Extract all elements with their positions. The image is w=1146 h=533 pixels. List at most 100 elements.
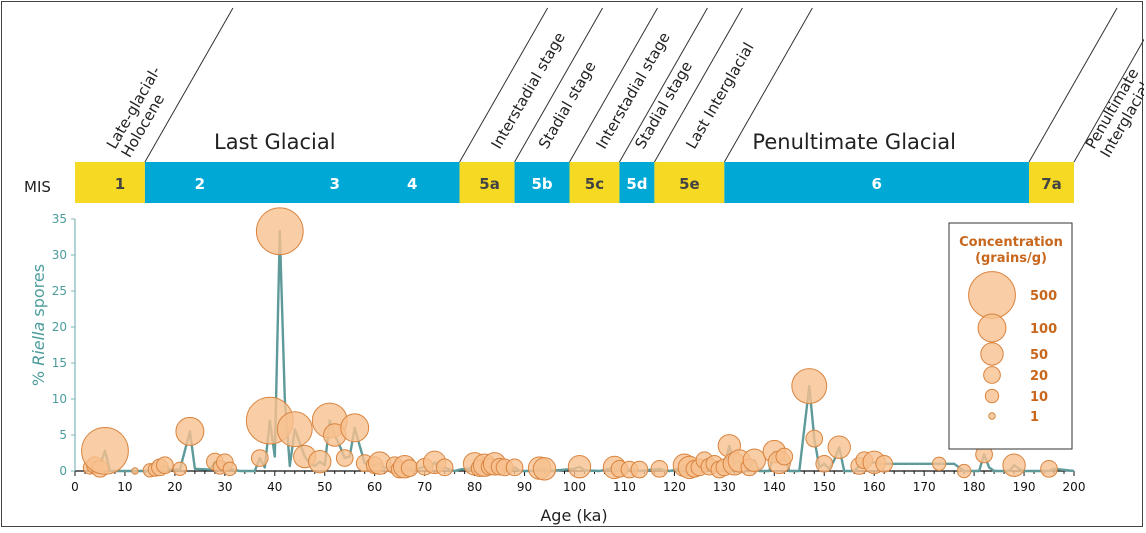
concentration-bubble — [400, 459, 419, 477]
x-tick-label: 100 — [563, 480, 586, 494]
stage-divider-line — [619, 7, 708, 163]
legend-box — [948, 222, 1073, 450]
x-tick-label: 180 — [963, 480, 986, 494]
mis-label-5b: 5b — [531, 175, 552, 193]
x-tick-label: 160 — [863, 480, 886, 494]
x-tick-label: 200 — [1063, 480, 1086, 494]
mis-stage-6 — [724, 162, 1030, 203]
y-tick-label: 10 — [52, 392, 67, 406]
concentration-bubble — [791, 368, 828, 404]
stage-label-line: Last Interglacial — [682, 39, 757, 152]
x-tick-label: 140 — [763, 480, 786, 494]
stage-divider-line — [569, 7, 658, 163]
x-tick-label: 70 — [417, 480, 432, 494]
concentration-bubble — [505, 458, 524, 477]
concentration-bubble — [775, 447, 794, 466]
y-tick-label: 15 — [52, 356, 67, 370]
x-tick-label: 50 — [317, 480, 332, 494]
concentration-bubbles — [81, 207, 1058, 481]
concentration-bubble — [630, 460, 649, 479]
y-axis-title-prefix: % — [29, 366, 48, 386]
mis-stage-5a — [459, 162, 515, 203]
concentration-bubble — [81, 426, 129, 475]
mis-label-5a: 5a — [479, 175, 500, 193]
y-tick-label: 35 — [52, 212, 67, 226]
legend-label-20: 20 — [1030, 369, 1048, 384]
x-tick-label: 60 — [367, 480, 382, 494]
concentration-bubble — [175, 416, 205, 446]
y-axis-title-italic: Riella — [29, 322, 48, 366]
legend-title: (grains/g) — [975, 251, 1047, 266]
stage-divider-line — [1073, 34, 1146, 163]
x-tick-label: 0 — [71, 480, 79, 494]
x-tick-label: 40 — [267, 480, 282, 494]
concentration-bubble — [956, 463, 972, 479]
x-tick-label: 130 — [713, 480, 736, 494]
concentration-bubble — [335, 449, 354, 467]
y-axis-title: % Riella spores — [29, 264, 48, 386]
mis-label-4: 4 — [407, 175, 417, 193]
legend-bubble-10 — [984, 388, 1000, 404]
stage-divider-line — [723, 7, 813, 163]
mis-label-5c: 5c — [585, 175, 604, 193]
mis-label-3: 3 — [330, 175, 340, 193]
x-tick-label: 110 — [613, 480, 636, 494]
header-label-0: Last Glacial — [214, 130, 335, 154]
mis-stage-5e — [654, 162, 725, 203]
concentration-bubble — [308, 449, 332, 474]
mis-stage-2 — [144, 162, 460, 203]
legend-label-500: 500 — [1030, 289, 1057, 304]
concentration-bubble — [172, 461, 188, 477]
legend-bubble-20 — [983, 366, 1001, 384]
x-tick-label: 170 — [913, 480, 936, 494]
concentration-bubble — [340, 413, 370, 443]
legend-bubble-1 — [988, 412, 996, 420]
x-tick-label: 10 — [117, 480, 132, 494]
concentration-bubble — [931, 456, 947, 471]
legend-bubble-100 — [977, 313, 1007, 343]
concentration-bubble — [156, 456, 174, 475]
legend-bubble-50 — [980, 342, 1004, 366]
stage-label-5: Last Interglacial — [682, 39, 757, 152]
x-tick-label: 30 — [217, 480, 232, 494]
legend-bubble-500 — [968, 271, 1016, 319]
mis-label-2: 2 — [195, 175, 205, 193]
legend-label-10: 10 — [1030, 390, 1048, 405]
mis-label-1: 1 — [115, 175, 125, 193]
mis-label-5e: 5e — [679, 175, 700, 193]
header-label-1: Penultimate Glacial — [752, 130, 956, 154]
y-tick-label: 20 — [52, 320, 67, 334]
axes: 0 10 20 30 40 50 60 70 80 90 100 110 120 130 140 150 160… — [52, 212, 1086, 494]
y-tick-label: 5 — [59, 428, 67, 442]
mis-label-6: 6 — [871, 175, 881, 193]
x-tick-label: 80 — [467, 480, 482, 494]
mis-label: MIS — [24, 178, 51, 196]
concentration-bubble — [1040, 459, 1058, 478]
x-axis-title: Age (ka) — [540, 506, 607, 525]
concentration-bubble — [875, 454, 894, 473]
concentration-bubble — [1002, 453, 1026, 477]
mis-stage-5b — [514, 162, 570, 203]
legend-label-50: 50 — [1030, 348, 1048, 363]
x-tick-label: 120 — [663, 480, 686, 494]
x-tick-label: 90 — [517, 480, 532, 494]
mis-stage-1 — [75, 162, 145, 203]
legend-label-1: 1 — [1030, 410, 1039, 425]
concentration-bubble — [255, 207, 304, 256]
concentration-bubble — [250, 449, 269, 467]
concentration-bubble — [815, 454, 834, 473]
y-tick-label: 30 — [52, 248, 67, 262]
mis-bar: 1 2 3 4 5a 5b 5c 5d 5e 6 7a — [75, 162, 1074, 203]
stage-divider-line — [1028, 7, 1118, 163]
mis-label-5d: 5d — [626, 175, 647, 193]
legend: Concentration(grains/g) 500 100 50 20 10 1 — [948, 222, 1073, 450]
concentration-bubble — [131, 467, 139, 475]
x-tick-label: 150 — [813, 480, 836, 494]
y-tick-label: 0 — [59, 464, 67, 478]
concentration-bubble — [567, 454, 592, 479]
mis-stage-5d — [619, 162, 655, 203]
riella-spores-line — [94, 230, 1075, 473]
stage-divider-line — [653, 7, 743, 163]
